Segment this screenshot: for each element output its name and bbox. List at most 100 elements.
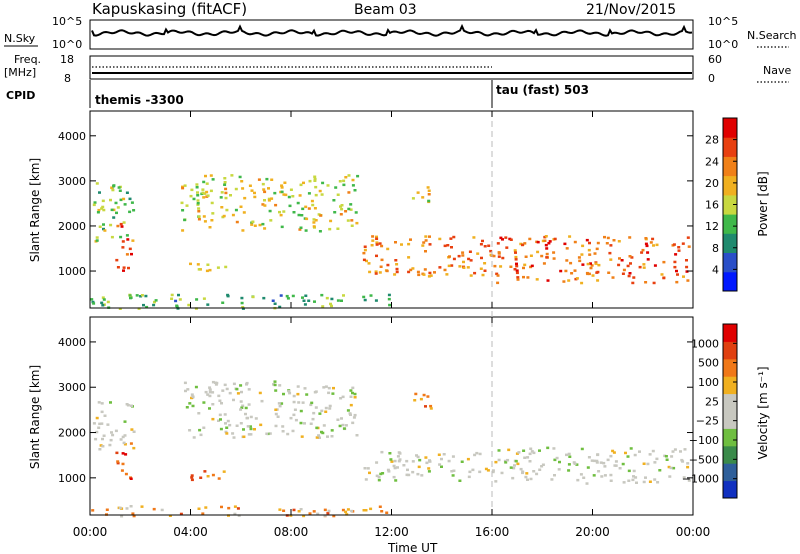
data-cell [241,404,245,407]
data-cell [362,509,366,512]
data-cell [281,425,285,428]
data-cell [538,449,541,452]
data-cell [240,390,243,394]
data-cell [588,241,591,245]
nsearch-tick-bottom: 10^0 [708,38,738,51]
data-cell [97,401,101,404]
freq-tick-bottom: 8 [64,72,71,85]
data-cell [287,389,291,393]
data-cell [315,436,319,439]
data-cell [491,470,495,474]
data-cell [253,224,257,227]
data-cell [589,266,593,270]
data-cell [218,399,222,402]
data-cell [447,459,451,463]
data-cell [237,514,241,517]
data-cell [670,455,674,458]
data-cell [339,397,343,400]
data-cell [110,431,113,434]
data-cell [586,262,590,266]
data-cell [494,480,498,483]
y-tick-label: 3000 [58,381,86,394]
data-cell [497,252,501,255]
data-cell [626,264,630,268]
data-cell [632,276,636,279]
data-cell [195,186,199,189]
data-cell [579,473,583,476]
data-cell [458,479,462,482]
data-cell [236,507,240,510]
data-cell [585,482,589,485]
data-cell [211,212,215,215]
data-cell [422,393,426,397]
data-cell [461,254,465,257]
data-cell [125,253,129,256]
data-cell [322,386,326,389]
data-cell [211,391,215,394]
colorbar-segment [723,118,737,138]
data-cell [676,273,679,276]
data-cell [540,254,544,258]
data-cell [575,463,579,466]
data-cell [114,201,118,205]
data-cell [631,281,635,285]
data-cell [181,185,184,189]
data-cell [558,460,561,464]
data-cell [471,468,475,472]
data-cell [572,461,576,464]
data-cell [411,267,415,270]
data-cell [369,507,373,511]
data-cell [201,191,205,195]
data-cell [437,453,441,456]
data-cell [409,268,413,272]
colorbar-tick-label: 500 [698,357,719,370]
data-cell [672,466,676,470]
data-cell [258,391,262,395]
data-cell [649,241,653,244]
data-cell [270,197,274,200]
data-cell [544,235,548,238]
data-cell [192,197,196,201]
data-cell [320,409,324,413]
colorbar-tick-label: 8 [712,242,719,255]
data-cell [289,188,293,191]
data-cell [322,424,326,427]
data-cell [124,453,128,456]
data-cell [336,193,340,196]
data-cell [205,269,209,273]
data-cell [208,226,212,229]
data-cell [413,399,417,402]
data-cell [395,270,399,274]
colorbar-tick-label: 12 [705,220,719,233]
data-cell [234,187,238,191]
data-cell [681,460,685,463]
data-cell [686,236,690,239]
data-cell [622,481,626,484]
data-cell [388,303,392,307]
data-cell [351,184,355,187]
data-cell [599,461,603,464]
data-cell [422,273,426,276]
freq-tick-top: 18 [60,53,74,66]
data-cell [580,447,584,451]
data-cell [227,514,230,517]
data-cell [644,281,648,284]
data-cell [377,475,381,479]
velocity-panel-frame [89,316,694,516]
data-cell [362,251,366,255]
data-cell [519,467,523,471]
data-cell [351,178,355,182]
data-cell [297,401,301,404]
data-cell [497,255,501,258]
data-cell [247,388,251,391]
data-cell [628,255,632,258]
x-tick-label: 20:00 [575,525,610,539]
data-cell [398,458,402,461]
data-cell [223,413,227,416]
data-cell [118,307,122,310]
data-cell [294,418,298,422]
data-cell [582,476,586,479]
data-cell [220,505,223,509]
data-cell [100,410,104,414]
x-tick-label: 08:00 [274,525,309,539]
